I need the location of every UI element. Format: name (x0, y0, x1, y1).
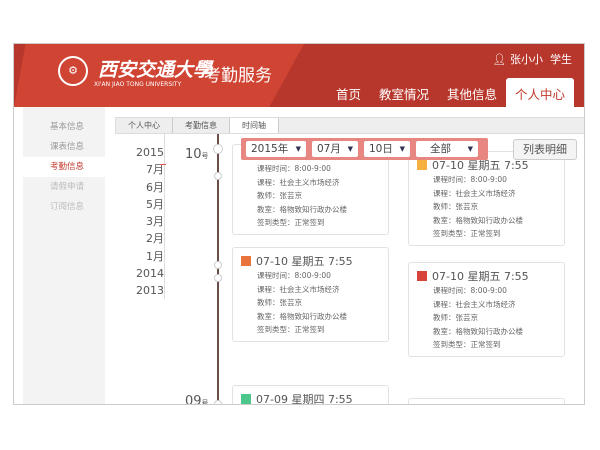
year-item[interactable]: 2014 (136, 267, 164, 281)
card-title: 07-09 星期四 7:55 (256, 393, 353, 405)
attendance-status-icon (417, 271, 427, 281)
attendance-status-icon (241, 256, 251, 266)
card-line: 课程时间：8:00-9:00 (433, 286, 507, 295)
service-title: 考勤服务 (204, 66, 272, 86)
sidebar-item-attendance[interactable]: 考勤信息 (23, 157, 105, 177)
attendance-card[interactable]: 07-10 星期五 7:55 课程时间：8:00-9:00 课程：社会主义市场经… (408, 262, 565, 357)
sidebar: 基本信息 课表信息 考勤信息 请假申请 订阅信息 (23, 107, 105, 404)
card-line: 课程时间：8:00-9:00 (257, 271, 331, 280)
app-window: ⚙ 西安交通大學 XI'AN JIAO TONG UNIVERSITY 考勤服务… (13, 43, 585, 405)
sidebar-item-subscribe[interactable]: 订阅信息 (50, 202, 85, 212)
card-line: 课程时间：8:00-9:00 (433, 175, 507, 184)
card-line: 课程：社会主义市场经济 (257, 177, 340, 187)
type-select[interactable]: 全部 ▼ (416, 141, 478, 157)
year-item[interactable]: 2015 (136, 146, 164, 159)
card-line: 签到类型：正常签到 (257, 218, 325, 227)
chevron-down-icon: ▼ (399, 145, 405, 153)
card-line: 课程：社会主义市场经济 (433, 299, 516, 309)
attendance-card[interactable]: 07-09 星期四 7:55 (232, 385, 389, 405)
list-detail-button[interactable]: 列表明细 (513, 139, 577, 160)
card-line: 教师：张芸京 (433, 313, 478, 322)
day-select[interactable]: 10日 ▼ (364, 141, 410, 157)
card-line: 教室：格物致知行政办公楼 (433, 215, 523, 225)
current-month-marker (160, 164, 166, 165)
nav-home[interactable]: 首页 (335, 87, 361, 102)
card-line: 教室：格物致知行政办公楼 (433, 326, 523, 336)
card-line: 签到类型：正常签到 (257, 325, 325, 334)
divider (164, 134, 165, 299)
attendance-card[interactable] (408, 398, 565, 404)
card-line: 教师：张芸京 (257, 191, 302, 200)
month-item[interactable]: 5月 (146, 197, 164, 211)
date-filter-bar: 2015年 ▼ 07月 ▼ 10日 ▼ 全部 ▼ (241, 138, 488, 160)
card-line: 教师：张芸京 (433, 202, 478, 211)
breadcrumb-item[interactable]: 考勤信息 (173, 118, 230, 133)
year-select[interactable]: 2015年 ▼ (246, 141, 306, 157)
user-info[interactable]: 👤︎ 张小小 学生 (493, 51, 572, 67)
card-line: 课程：社会主义市场经济 (257, 284, 340, 294)
breadcrumb: 个人中心 考勤信息 时间轴 (115, 117, 584, 134)
day-label: 09号 (185, 394, 209, 405)
year-month-list: 2015 7月 6月 5月 3月 2月 1月 2014 2013 (114, 144, 164, 300)
card-line: 教室：格物致知行政办公楼 (257, 311, 347, 321)
timeline-node (214, 261, 222, 269)
attendance-card[interactable]: 07-10 星期五 7:55 课程时间：8:00-9:00 课程：社会主义市场经… (408, 151, 565, 246)
nav-personal-center[interactable]: 个人中心 (505, 78, 574, 107)
card-title: 07-10 星期五 7:55 (432, 159, 529, 172)
card-line: 教师：张芸京 (257, 298, 302, 307)
timeline-node (214, 172, 222, 180)
month-item[interactable]: 7月 (146, 163, 164, 177)
year-item[interactable]: 2013 (136, 284, 164, 298)
card-title: 07-10 星期五 7:55 (432, 270, 529, 283)
user-role: 学生 (550, 53, 572, 66)
attendance-status-icon (241, 394, 251, 404)
day-label: 10号 (185, 147, 209, 162)
card-line: 签到类型：正常签到 (433, 340, 501, 349)
timeline-axis (217, 134, 219, 404)
chevron-down-icon: ▼ (347, 145, 353, 153)
sidebar-item-basic[interactable]: 基本信息 (50, 122, 85, 132)
month-item[interactable]: 3月 (146, 215, 164, 229)
timeline-node (214, 274, 222, 282)
breadcrumb-item[interactable]: 个人中心 (116, 118, 173, 133)
nav-other[interactable]: 其他信息 (446, 87, 497, 102)
attendance-card[interactable]: 07-10 星期五 7:55 课程时间：8:00-9:00 课程：社会主义市场经… (232, 247, 389, 342)
breadcrumb-current: 时间轴 (230, 118, 279, 133)
timeline-node (214, 400, 222, 404)
card-line: 教室：格物致知行政办公楼 (257, 204, 347, 214)
sidebar-item-schedule[interactable]: 课表信息 (50, 142, 85, 152)
user-name: 张小小 (510, 53, 543, 66)
university-logo: 西安交通大學 (98, 59, 213, 81)
month-item[interactable]: 2月 (146, 232, 164, 246)
month-select[interactable]: 07月 ▼ (312, 141, 358, 157)
card-line: 课程：社会主义市场经济 (433, 188, 516, 198)
university-seal-icon: ⚙ (58, 56, 88, 86)
card-line: 签到类型：正常签到 (433, 229, 501, 238)
card-line: 课程时间：8:00-9:00 (257, 164, 331, 173)
month-item[interactable]: 1月 (146, 249, 164, 263)
month-item[interactable]: 6月 (146, 180, 164, 194)
user-icon: 👤︎ (492, 53, 507, 66)
nav-classroom[interactable]: 教室情况 (378, 87, 429, 102)
attendance-status-icon (417, 160, 427, 170)
chevron-down-icon: ▼ (295, 145, 301, 153)
sidebar-item-leave[interactable]: 请假申请 (50, 182, 85, 192)
timeline-node (213, 144, 223, 154)
chevron-down-icon: ▼ (467, 145, 473, 153)
card-title: 07-10 星期五 7:55 (256, 255, 353, 268)
university-logo-en: XI'AN JIAO TONG UNIVERSITY (94, 81, 182, 88)
header: ⚙ 西安交通大學 XI'AN JIAO TONG UNIVERSITY 考勤服务… (14, 44, 584, 107)
main-nav: 首页 教室情况 其他信息 个人中心 (327, 78, 574, 107)
